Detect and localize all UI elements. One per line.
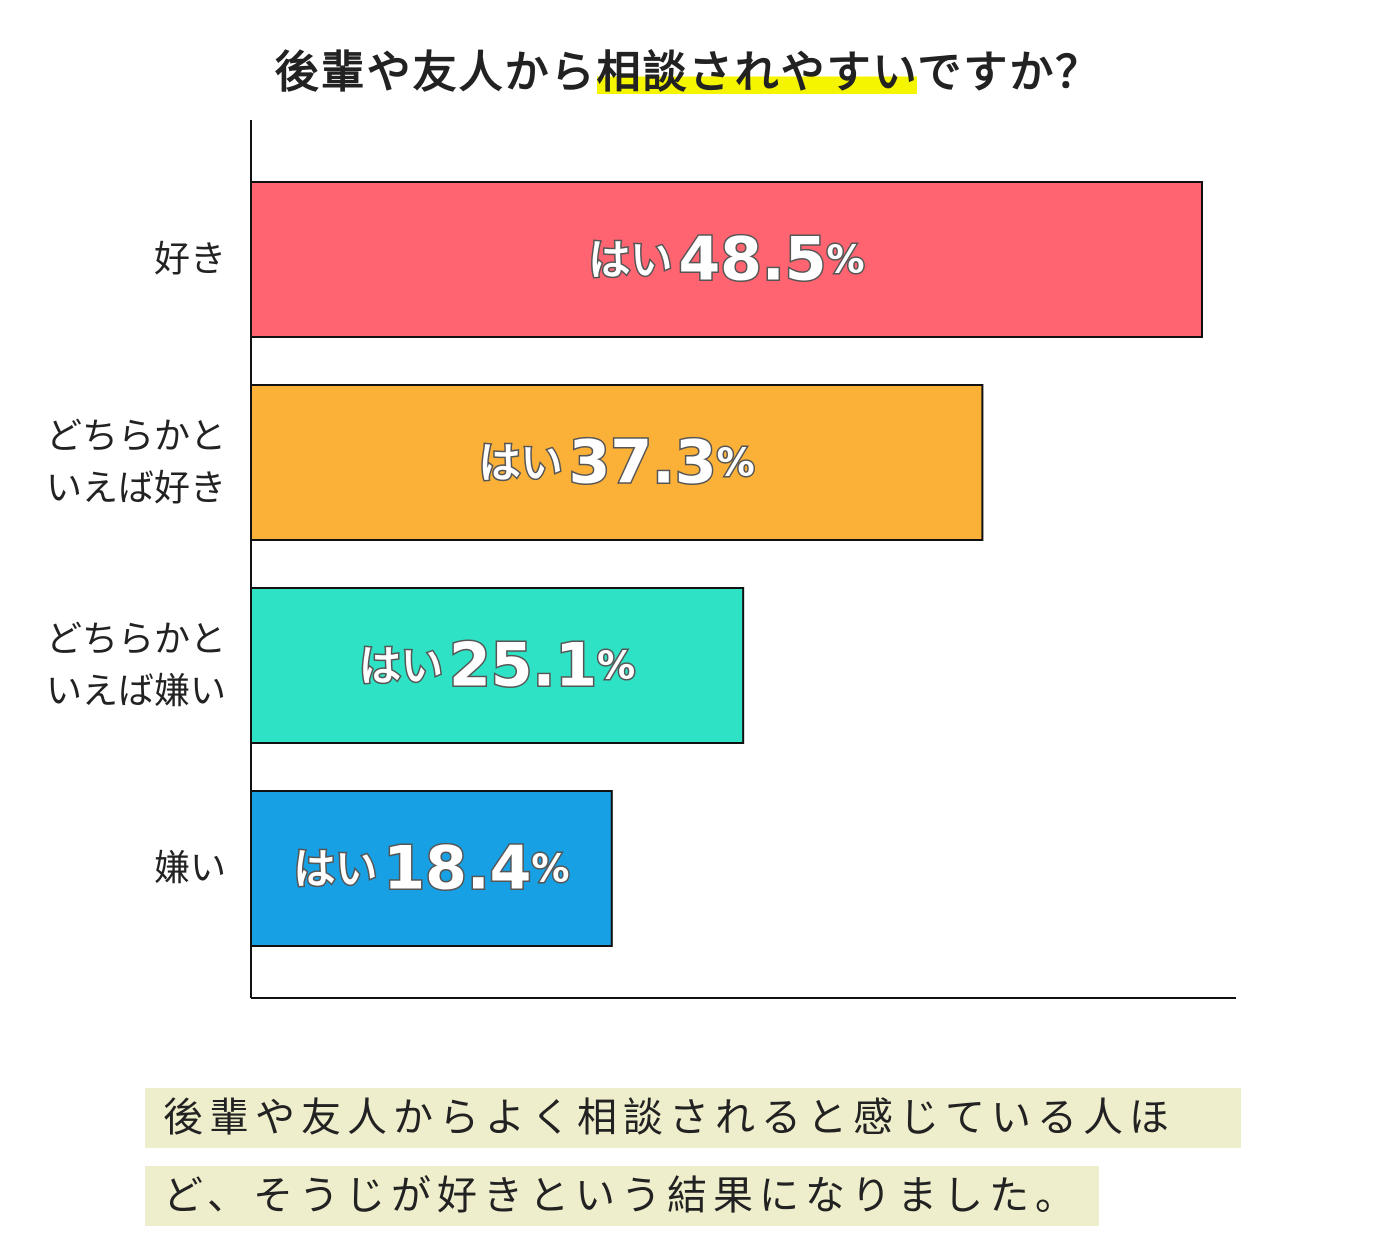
title-suffix: ですか？ <box>917 47 1102 98</box>
bar-value-label-3: はい 25.1% <box>359 631 635 701</box>
category-label-4: 嫌い <box>153 847 226 889</box>
bar-value-label-4: はい 18.4% <box>293 834 569 904</box>
category-label-1: 好き <box>153 238 226 280</box>
bar-1 <box>250 181 1203 338</box>
title-highlight: 相談されやすい <box>596 47 918 98</box>
bar-chart: はい 48.5% はい 37.3% はい 25.1% はい 18.4% <box>250 120 1236 999</box>
bar-3 <box>250 587 745 744</box>
bar-4 <box>250 790 613 947</box>
bar-2 <box>250 384 984 541</box>
bar-value-label-2: はい 37.3% <box>479 428 755 498</box>
chart-title: 後輩や友人から相談されやすいですか？ <box>0 36 1376 100</box>
title-prefix: 後輩や友人から <box>274 47 597 98</box>
bar-value-label-1: はい 48.5% <box>588 225 864 295</box>
caption-line-1: 後輩や友人からよく相談されると感じている人ほ <box>145 1088 1241 1148</box>
category-label-3: どちらかと いえば嫌い <box>45 618 226 712</box>
caption-line-2: ど、そうじが好きという結果になりました。 <box>145 1166 1099 1226</box>
category-label-2: どちらかと いえば好き <box>45 415 226 509</box>
